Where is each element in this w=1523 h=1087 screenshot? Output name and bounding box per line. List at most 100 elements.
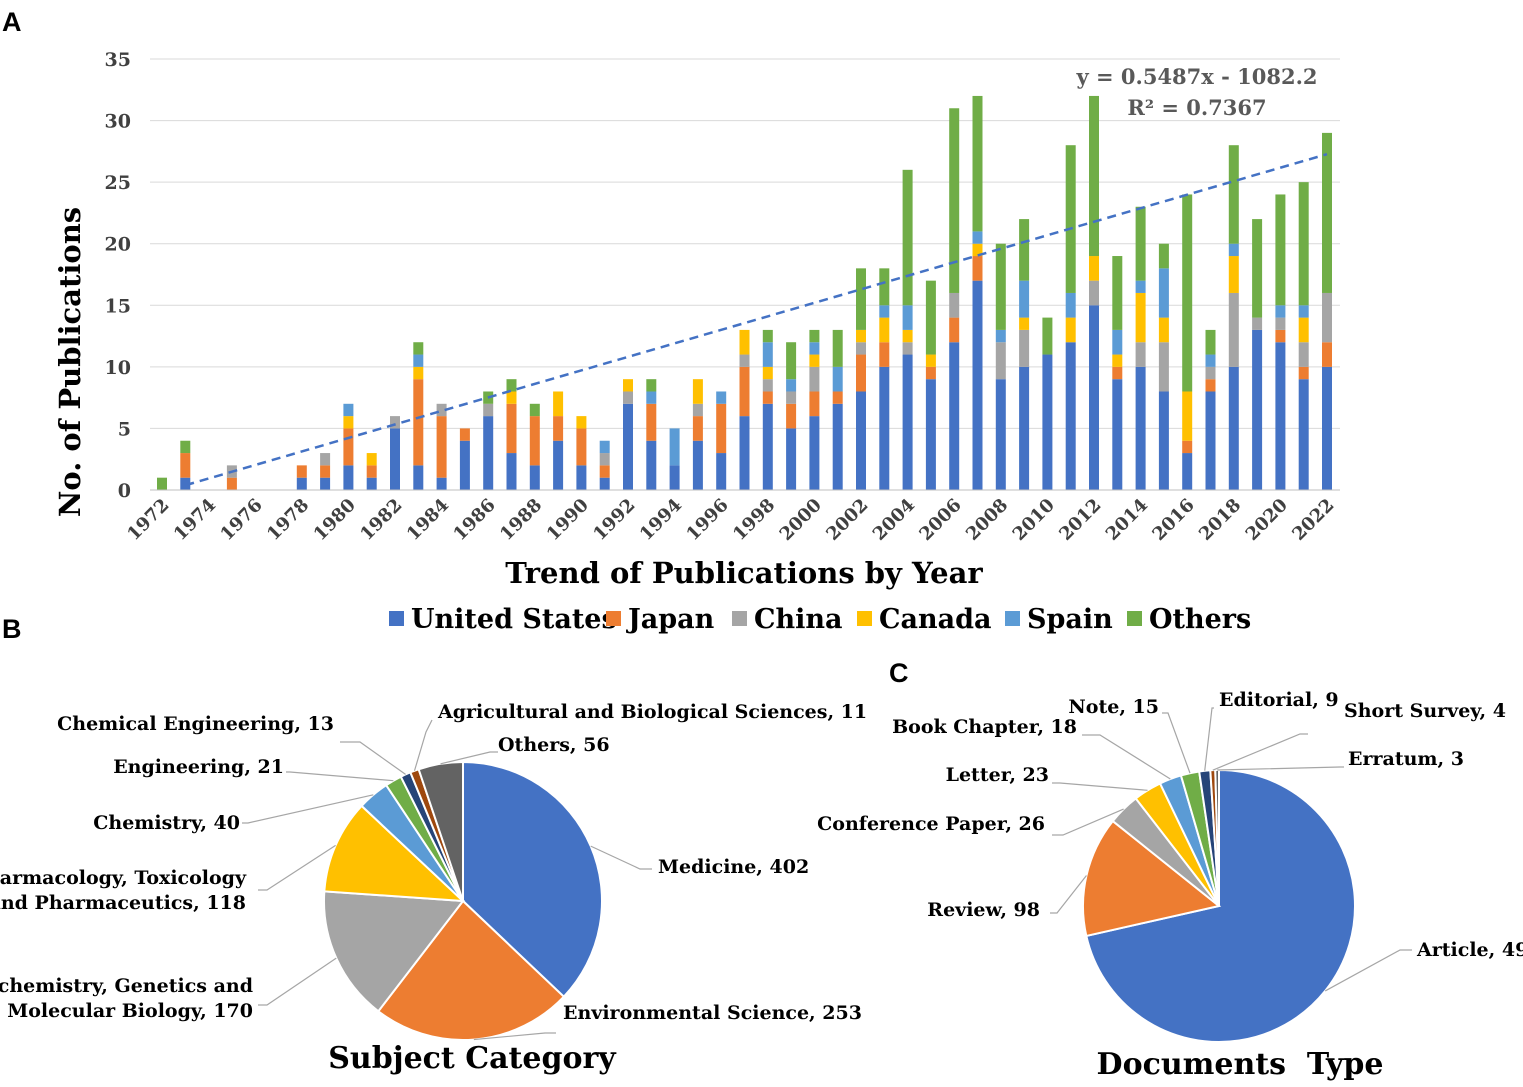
y-tick-label: 5 (118, 418, 131, 440)
bar-segment-japan (692, 416, 703, 441)
bar-segment-japan (1205, 379, 1216, 392)
bar-segment-japan (366, 465, 377, 478)
panel-label-b: B (2, 614, 22, 644)
bar-segment-china (1275, 317, 1286, 330)
legend-swatch (857, 611, 872, 626)
pie-slices (1082, 768, 1356, 1043)
bar-segment-united-states (716, 453, 727, 490)
bar-segment-others (1135, 206, 1146, 281)
slice-label-short-survey: Short Survey, 4 (1344, 700, 1506, 722)
bar-stack-2016 (1182, 194, 1193, 490)
bar-segment-united-states (972, 280, 983, 490)
x-tick-label: 2004 (869, 495, 919, 545)
bar-segment-china (902, 342, 913, 355)
slice-labels: Article, 491 Review, 98 Conference Paper, … (817, 689, 1523, 961)
bar-segment-united-states (576, 465, 587, 490)
bar-segment-united-states (1158, 391, 1169, 490)
bar-segment-united-states (506, 453, 517, 490)
bar-segment-others (1205, 329, 1216, 355)
bar-segment-others (762, 329, 773, 343)
bar-stack-2006 (949, 108, 960, 490)
bar-segment-japan (832, 391, 843, 404)
bar-segment-canada (1158, 317, 1169, 343)
bar-segment-united-states (343, 465, 354, 490)
bar-segment-japan (343, 428, 354, 466)
y-axis-title: No. of Publications (53, 207, 87, 517)
bar-stack-1972 (157, 477, 167, 490)
trendline-r-squared: R² = 0.7367 (1127, 95, 1266, 120)
bar-stack-2002 (856, 268, 866, 490)
bar-segment-japan (1298, 366, 1309, 380)
bar-stack-2020 (1275, 194, 1286, 490)
bar-stack-2019 (1252, 219, 1263, 490)
legend-swatch (1127, 611, 1142, 626)
bar-segment-united-states (553, 440, 564, 490)
bar-segment-united-states (459, 440, 470, 490)
bar-segment-others (506, 379, 517, 392)
bar-segment-others (879, 268, 890, 306)
bar-stack-1989 (553, 391, 564, 490)
bar-segment-united-states (692, 440, 703, 490)
pie-chart-documents-type: Article, 491 Review, 98 Conference Paper, … (817, 689, 1523, 1082)
bar-segment-others (809, 329, 820, 343)
x-tick-label: 1986 (449, 495, 499, 545)
leader-line-review (1050, 875, 1087, 914)
x-tick-label: 2020 (1242, 495, 1292, 545)
bar-segment-china (1205, 366, 1216, 380)
bar-segment-japan (599, 465, 610, 478)
legend-label: Spain (1027, 604, 1113, 635)
bar-segment-united-states (296, 477, 307, 490)
legend-item-japan: Japan (606, 604, 715, 635)
bar-segment-canada (902, 329, 913, 343)
bar-segment-spain (786, 379, 797, 392)
pie-slice-others (417, 760, 464, 902)
bar-segment-spain (879, 305, 890, 318)
bar-segment-canada (1228, 256, 1239, 293)
bar-stack-2009 (1019, 219, 1030, 490)
bar-segment-spain (762, 342, 773, 367)
bar-segment-canada (809, 354, 820, 367)
leader-line-others (440, 751, 498, 765)
bar-segment-japan (553, 416, 564, 441)
leader-line-environmental-science (473, 1032, 556, 1041)
y-tick-label: 20 (105, 234, 131, 256)
bar-segment-united-states (1275, 342, 1286, 490)
legend-swatch (1005, 611, 1020, 626)
bar-segment-spain (1019, 280, 1030, 318)
bar-segment-canada (1135, 292, 1146, 343)
bar-segment-others (1298, 182, 1309, 306)
bar-segment-spain (1205, 354, 1216, 367)
bar-segment-united-states (1252, 329, 1263, 490)
x-tick-label: 1978 (263, 495, 313, 545)
bar-segment-others (157, 477, 167, 490)
bar-segment-canada (739, 329, 750, 355)
bar-stack-1994 (669, 428, 680, 490)
x-tick-label: 2014 (1102, 495, 1152, 545)
legend-swatch (606, 611, 621, 626)
bar-segment-china (1158, 342, 1169, 392)
bar-stack-2022 (1322, 132, 1332, 490)
bar-segment-united-states (646, 440, 657, 490)
bar-segment-china (1322, 292, 1332, 343)
bar-segment-united-states (786, 428, 797, 490)
leader-line-article (1324, 949, 1412, 992)
bar-stack-1987 (506, 379, 517, 490)
bar-stack-1973 (180, 440, 191, 490)
bar-segment-united-states (623, 403, 633, 490)
bar-segment-japan (436, 416, 447, 478)
x-tick-label: 2012 (1055, 495, 1105, 545)
x-tick-label: 1996 (682, 495, 732, 545)
bar-segment-canada (623, 379, 633, 392)
bar-stack-2010 (1042, 317, 1053, 490)
bar-segment-japan (226, 477, 237, 490)
bar-segment-united-states (1135, 366, 1146, 490)
bar-segment-others (786, 342, 797, 380)
bar-segment-canada (972, 243, 983, 257)
bar-segment-canada (879, 317, 890, 343)
bar-segment-china (1252, 317, 1263, 330)
bar-stack-2017 (1205, 329, 1216, 490)
bar-segment-china (995, 342, 1006, 380)
x-tick-label: 1998 (729, 495, 779, 545)
x-tick-label: 2002 (822, 495, 872, 545)
leader-line-letter (1052, 782, 1148, 791)
